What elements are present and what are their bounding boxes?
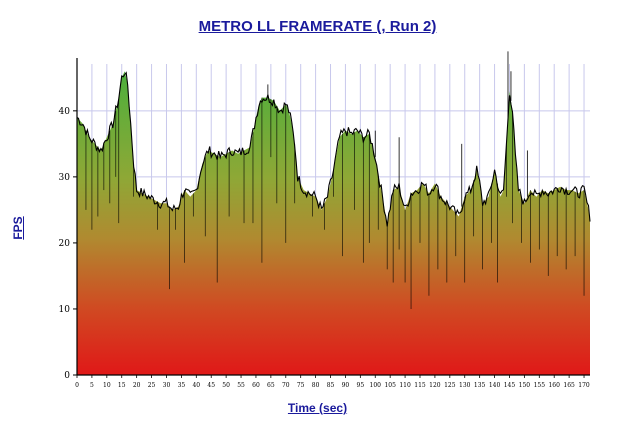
x-tick-label: 60 — [252, 382, 260, 389]
y-tick-label: 20 — [59, 239, 71, 249]
x-tick-label: 70 — [282, 382, 290, 389]
x-tick-label: 130 — [459, 382, 471, 389]
x-tick-label: 115 — [414, 382, 426, 389]
x-tick-label: 145 — [504, 382, 516, 389]
x-tick-label: 80 — [312, 382, 320, 389]
x-tick-label: 160 — [548, 382, 560, 389]
y-tick-label: 40 — [59, 107, 71, 117]
x-tick-label: 20 — [133, 382, 141, 389]
x-tick-label: 35 — [178, 382, 186, 389]
y-tick-label: 30 — [59, 173, 71, 183]
x-tick-label: 100 — [370, 382, 382, 389]
x-tick-label: 65 — [267, 382, 275, 389]
x-tick-label: 170 — [578, 382, 590, 389]
x-tick-label: 10 — [103, 382, 111, 389]
x-tick-label: 30 — [163, 382, 171, 389]
area-layer — [76, 51, 591, 375]
x-tick-label: 40 — [192, 382, 200, 389]
x-tick-label: 95 — [357, 382, 365, 389]
x-tick-label: 55 — [237, 382, 245, 389]
x-tick-label: 150 — [519, 382, 531, 389]
x-axis-label: Time (sec) — [287, 401, 348, 415]
x-tick-label: 120 — [429, 382, 441, 389]
x-tick-label: 140 — [489, 382, 501, 389]
chart-title: METRO LL FRAMERATE (, Run 2) — [198, 18, 437, 35]
x-tick-label: 165 — [563, 382, 575, 389]
x-tick-label: 105 — [384, 382, 396, 389]
x-tick-label: 135 — [474, 382, 486, 389]
x-tick-label: 125 — [444, 382, 456, 389]
x-tick-label: 110 — [399, 382, 411, 389]
x-tick-label: 75 — [297, 382, 305, 389]
x-tick-label: 90 — [342, 382, 350, 389]
tick-layer: 0 10 20 30 40 0 5 10 15 20 25 30 35 40 45 50 55 60 65 70 75 8… — [59, 107, 590, 389]
x-tick-label: 155 — [534, 382, 546, 389]
x-tick-label: 5 — [90, 382, 94, 389]
x-tick-label: 25 — [148, 382, 156, 389]
x-tick-label: 50 — [222, 382, 230, 389]
y-tick-label: 0 — [64, 371, 70, 381]
x-tick-label: 15 — [118, 382, 126, 389]
x-tick-label: 85 — [327, 382, 335, 389]
y-axis-label: FPS — [11, 216, 25, 240]
x-tick-label: 45 — [207, 382, 215, 389]
y-tick-label: 10 — [59, 305, 71, 315]
x-tick-label: 0 — [75, 382, 79, 389]
fps-area — [77, 71, 590, 375]
